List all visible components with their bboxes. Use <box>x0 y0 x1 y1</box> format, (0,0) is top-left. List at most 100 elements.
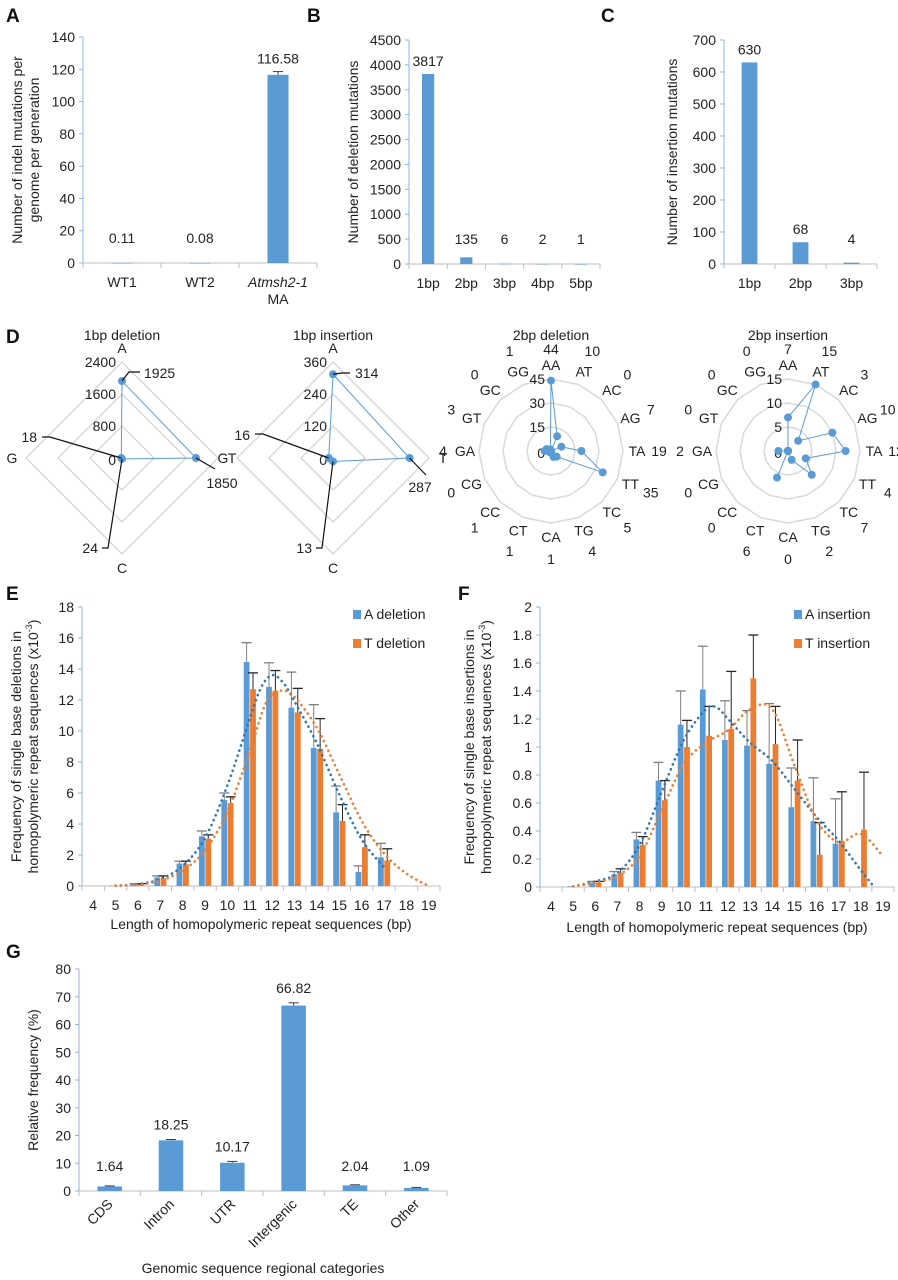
radar-tick-label: 800 <box>93 418 117 434</box>
bar-atmsh2-1-ma <box>267 74 289 263</box>
radar-axis-label: CT <box>746 522 765 538</box>
y-tick-label: 10 <box>58 723 74 739</box>
bar-t-insertion <box>617 873 624 887</box>
trendline-t-insertion <box>571 702 885 888</box>
y-tick-label: 0 <box>708 256 716 272</box>
y-tick-label: 4500 <box>370 32 401 48</box>
bar-t-insertion <box>684 747 690 887</box>
radar-value-label: 0 <box>684 484 692 500</box>
bar-cds <box>97 1186 122 1191</box>
radar-tick-label: 15 <box>529 419 545 435</box>
radar-value-label: 1850 <box>206 475 237 491</box>
chart-c: 0 100 200 300 400 500 600 700 630 1bp 68 2bp 4 3bp Num… <box>664 32 878 291</box>
x-axis-label: Genomic sequence regional categories <box>142 1260 385 1276</box>
x-tick-label: 2bp <box>455 275 479 291</box>
bar-t-deletion <box>317 748 324 886</box>
radar-value-label: 1 <box>547 551 555 567</box>
radar-value-label: 314 <box>355 365 379 381</box>
bar-a-deletion <box>221 799 228 886</box>
x-tick-label: 19 <box>421 897 437 913</box>
y-tick-label: 18 <box>58 599 74 615</box>
legend-label-a-insertion: A insertion <box>805 606 870 622</box>
radar-tick-label: 0 <box>108 452 116 468</box>
radar-axis-label: AT <box>575 364 592 380</box>
data-label: 4 <box>848 231 856 247</box>
panel-letter-a: A <box>6 6 20 27</box>
panel-letter-b: B <box>307 6 321 27</box>
radar-grid-ring <box>235 360 431 556</box>
radar-axis-label: TC <box>602 504 621 520</box>
callout-line <box>409 457 427 476</box>
y-tick-label: 1000 <box>370 206 401 222</box>
radar-value-label: 0 <box>708 367 716 383</box>
radar-value-label: 7 <box>647 402 655 418</box>
radar-axis-label: TC <box>839 504 858 520</box>
bar-a-deletion <box>377 857 384 886</box>
y-tick-label: 600 <box>693 64 717 80</box>
x-tick-label: 4 <box>547 898 555 914</box>
radar-grid-ring <box>526 426 576 476</box>
y-tick-label: 500 <box>693 96 717 112</box>
x-tick-label: 16 <box>354 897 370 913</box>
radar-point-tg <box>787 455 796 464</box>
radar-title: 1bp deletion <box>84 327 160 343</box>
y-tick-label: 1 <box>524 739 532 755</box>
radar-axis-label: A <box>328 340 338 356</box>
callout-line <box>332 372 350 375</box>
y-tick-label: 6 <box>66 785 74 801</box>
legend-swatch-t-deletion <box>353 639 361 648</box>
legend-swatch-a-insertion <box>794 610 802 619</box>
bar-t-insertion <box>728 728 735 887</box>
data-label: 0.11 <box>109 230 135 246</box>
radar-tick-label: 1600 <box>85 386 116 402</box>
x-tick-label: TE <box>337 1196 361 1220</box>
y-tick-label: 0 <box>393 256 401 272</box>
y-tick-label: 16 <box>58 630 74 646</box>
y-tick-label: 40 <box>59 190 75 206</box>
y-tick-label: 2 <box>524 599 532 615</box>
radar-axis-label: GT <box>462 410 482 426</box>
x-tick-label: 13 <box>287 897 303 913</box>
radar-point-aa <box>784 413 792 422</box>
x-tick-label: 6 <box>134 897 142 913</box>
data-label: 1 <box>577 231 585 247</box>
x-tick-label: 9 <box>658 898 666 914</box>
radar-value-label: 35 <box>643 484 659 500</box>
y-tick-label: 60 <box>55 1017 71 1033</box>
radar-axis-label: GT <box>699 410 719 426</box>
y-tick-label: 0.4 <box>513 823 533 839</box>
legend-swatch-a-deletion <box>353 610 361 619</box>
x-tick-label: WT2 <box>185 274 215 290</box>
bar-wt2 <box>189 262 211 264</box>
y-tick-label: 120 <box>52 61 76 77</box>
radar-value-label: 7 <box>784 341 792 357</box>
radar-grid-ring <box>267 392 399 524</box>
y-tick-label: 3500 <box>370 82 401 98</box>
bar-a-insertion <box>788 807 795 887</box>
y-tick-label: 0 <box>67 255 75 271</box>
y-tick-label: 80 <box>55 961 71 977</box>
x-axis-label: Length of homopolymeric repeat sequences… <box>566 919 867 935</box>
radar-grid-ring <box>763 426 813 476</box>
radar-point-gg <box>784 447 792 455</box>
y-tick-label: 1500 <box>370 181 401 197</box>
bar-t-deletion <box>294 712 301 886</box>
panel-letter-c: C <box>601 6 615 27</box>
bar-utr <box>220 1162 245 1191</box>
data-label: 1.09 <box>403 1158 430 1174</box>
x-tick-label: 16 <box>809 898 825 914</box>
x-tick-label: 6 <box>591 898 599 914</box>
radar-point-gg <box>546 445 555 454</box>
bar-wt1 <box>111 262 133 264</box>
radar-tick-label: 0 <box>319 452 327 468</box>
bar-a-deletion <box>355 872 362 886</box>
radar-axis-label: AG <box>857 410 877 426</box>
radar-axis-label: TA <box>629 443 647 459</box>
y-tick-label: 4 <box>66 816 74 832</box>
y-tick-label: 2500 <box>370 132 401 148</box>
x-tick-label: CDS <box>84 1196 116 1228</box>
radar-value-label: 0 <box>708 519 716 535</box>
radar-tick-label: 5 <box>774 419 782 435</box>
